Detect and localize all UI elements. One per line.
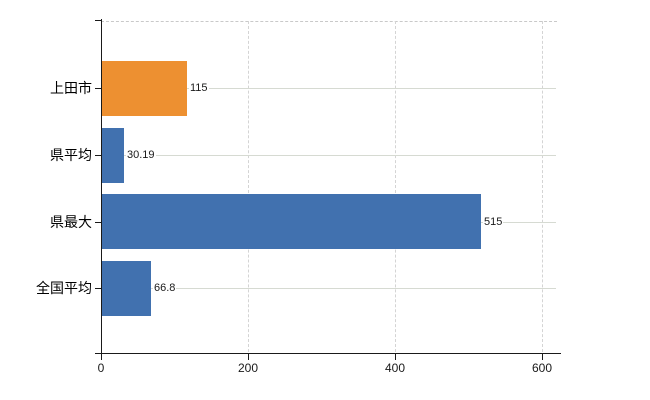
bar-value-label: 66.8 xyxy=(153,282,177,295)
x-gridline xyxy=(248,21,249,352)
x-axis-line xyxy=(95,353,561,354)
x-tick-mark xyxy=(395,354,396,360)
bar xyxy=(102,60,187,116)
y-tick-mark xyxy=(95,155,101,156)
bar-value-label: 515 xyxy=(483,215,504,229)
x-tick-mark xyxy=(101,354,102,360)
category-label: 県平均 xyxy=(50,147,92,163)
y-tick-mark xyxy=(95,221,101,223)
bar xyxy=(102,194,481,249)
y-axis-line xyxy=(101,19,102,353)
bar-value-label: 115 xyxy=(189,82,209,95)
x-tick-label: 400 xyxy=(384,361,406,375)
bar xyxy=(102,260,151,316)
x-tick-label: 0 xyxy=(97,361,105,375)
x-tick-label: 600 xyxy=(531,361,553,375)
category-label: 上田市 xyxy=(50,80,92,96)
bar xyxy=(102,127,124,183)
category-gridline xyxy=(101,88,556,89)
x-gridline xyxy=(395,21,396,352)
category-gridline xyxy=(101,288,556,289)
category-label: 県最大 xyxy=(50,213,92,230)
x-tick-mark xyxy=(248,354,249,360)
x-tick-label: 200 xyxy=(237,361,259,375)
bar-value-label: 30.19 xyxy=(126,149,156,162)
y-tick-mark xyxy=(95,288,101,289)
x-tick-mark xyxy=(542,354,543,360)
y-axis-top-tick xyxy=(95,20,101,21)
category-label: 全国平均 xyxy=(36,280,92,296)
category-gridline xyxy=(101,155,556,156)
x-gridline xyxy=(542,21,543,352)
plot-top-boundary-dashed xyxy=(101,21,557,22)
y-tick-mark xyxy=(95,88,101,89)
